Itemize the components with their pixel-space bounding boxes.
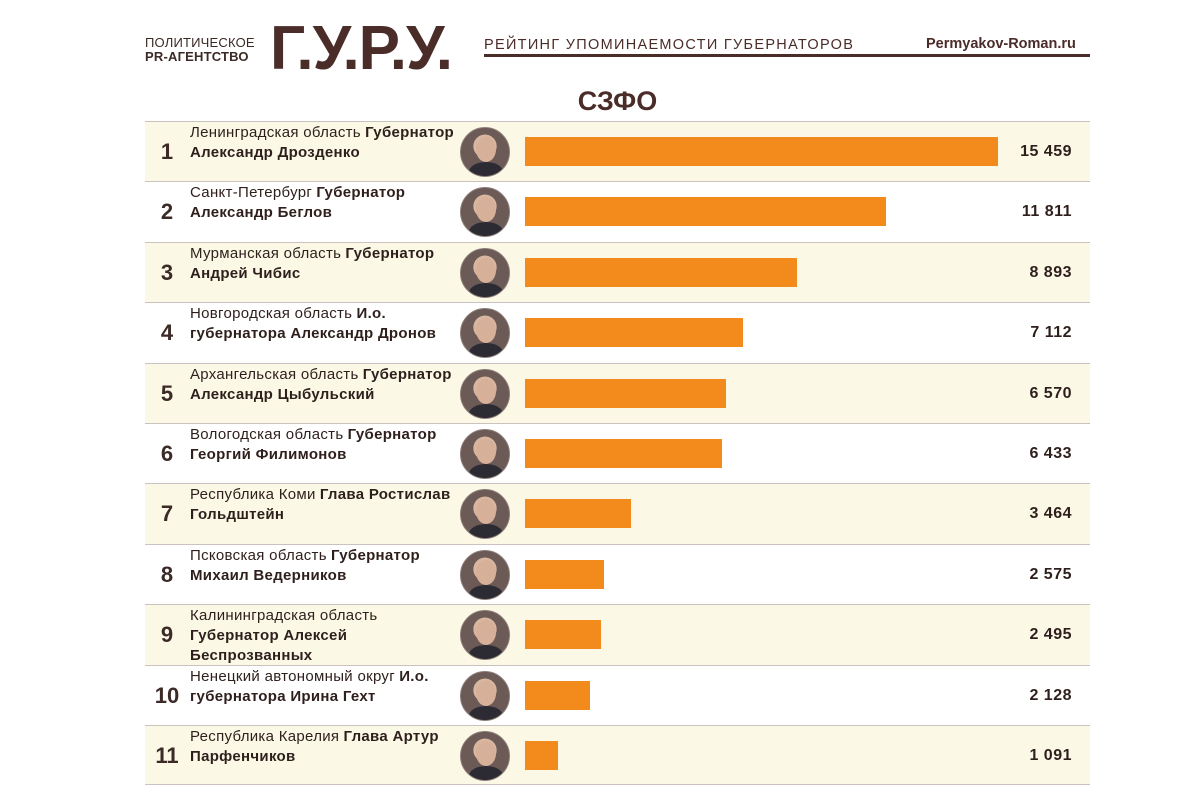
value-label: 7 112 (1030, 324, 1072, 342)
rank-number: 11 (155, 742, 179, 768)
governor-info: Ленинградская область Губернатор Алексан… (190, 123, 460, 163)
value-bar (525, 378, 726, 408)
governor-name: Губернатор Александр Дрозденко (190, 124, 454, 161)
value-bar (525, 680, 590, 710)
rank-number: 2 (160, 199, 174, 225)
ranking-chart: 1 Ленинградская область Губернатор Алекса… (145, 121, 1090, 786)
governor-info: Новгородская область И.о. губернатора Ал… (190, 304, 460, 344)
governor-info: Республика Карелия Глава Артур Парфенчик… (190, 727, 460, 767)
governor-name: Губернатор Георгий Филимонов (190, 425, 437, 463)
agency-line-2: PR-АГЕНТСТВО (145, 49, 249, 64)
value-bar (525, 740, 558, 770)
governor-photo (460, 549, 510, 600)
governor-info: Мурманская область Губернатор Андрей Чиб… (190, 244, 460, 284)
governor-name: Губернатор Алексей Беспрозванных (190, 627, 348, 665)
value-bar (525, 318, 743, 348)
value-bar (525, 438, 722, 468)
governor-photo (460, 127, 510, 177)
table-row: 11 Республика Карелия Глава Артур Парфенч… (145, 724, 1090, 786)
rank-number: 4 (160, 320, 174, 346)
governor-photo (460, 428, 510, 479)
table-row: 9 Калининградская область Губернатор Алек… (145, 604, 1090, 666)
table-row: 1 Ленинградская область Губернатор Алекса… (145, 121, 1090, 182)
governor-name: Губернатор Михаил Ведерников (190, 546, 420, 584)
site-link[interactable]: Permyakov-Roman.ru (926, 36, 1076, 52)
governor-name: Губернатор Андрей Чибис (190, 244, 435, 282)
governor-name: Глава Ростислав Гольдштейн (190, 486, 451, 524)
region-label: Мурманская область (190, 244, 342, 262)
value-label: 6 433 (1029, 444, 1072, 462)
region-label: Ленинградская область (190, 124, 361, 141)
rank-number: 8 (160, 561, 174, 587)
governor-photo (460, 368, 510, 419)
value-label: 2 575 (1029, 565, 1072, 583)
table-row: 4 Новгородская область И.о. губернатора А… (145, 302, 1090, 362)
region-label: Вологодская область (190, 425, 344, 443)
region-label: Ненецкий автономный округ (190, 667, 396, 685)
value-bar (525, 257, 797, 287)
chart-title: СЗФО (577, 86, 658, 116)
agency-line-1: ПОЛИТИЧЕСКОЕ (145, 35, 255, 50)
header-divider (484, 54, 1090, 57)
governor-info: Ненецкий автономный округ И.о. губернато… (190, 667, 460, 707)
governor-photo (460, 308, 510, 359)
agency-label: ПОЛИТИЧЕСКОЕ PR-АГЕНТСТВО (145, 36, 255, 64)
rank-number: 6 (160, 440, 174, 466)
governor-name: Губернатор Александр Цыбульский (190, 365, 452, 403)
region-label: Республика Карелия (190, 727, 340, 745)
table-row: 2 Санкт-Петербург Губернатор Александр Бе… (145, 181, 1090, 241)
governor-name: И.о. губернатора Ирина Гехт (190, 667, 429, 705)
rank-number: 3 (160, 259, 174, 285)
governor-name: И.о. губернатора Александр Дронов (190, 305, 437, 343)
region-label: Республика Коми (190, 486, 316, 504)
rank-number: 5 (160, 380, 174, 406)
region-label: Калининградская область (190, 607, 378, 625)
value-bar (525, 137, 998, 166)
value-label: 2 495 (1029, 626, 1072, 644)
value-label: 11 811 (1021, 203, 1072, 221)
table-row: 8 Псковская область Губернатор Михаил Вед… (145, 543, 1090, 604)
value-bar (525, 499, 631, 529)
value-label: 15 459 (1020, 143, 1072, 160)
region-label: Санкт-Петербург (190, 184, 313, 202)
value-label: 1 091 (1029, 746, 1072, 764)
governor-photo (460, 489, 510, 540)
governor-info: Псковская область Губернатор Михаил Веде… (190, 546, 460, 586)
value-label: 8 893 (1029, 263, 1072, 281)
table-row: 7 Республика Коми Глава Ростислав Гольдшт… (145, 483, 1090, 544)
governor-name: Губернатор Александр Беглов (190, 184, 406, 222)
governor-info: Республика Коми Глава Ростислав Гольдште… (190, 485, 460, 525)
value-label: 2 128 (1029, 686, 1072, 704)
governor-info: Архангельская область Губернатор Алексан… (190, 365, 460, 405)
governor-photo (460, 610, 510, 661)
rank-number: 10 (154, 682, 180, 708)
governor-name: Глава Артур Парфенчиков (190, 727, 439, 765)
rating-subtitle: РЕЙТИНГ УПОМИНАЕМОСТИ ГУБЕРНАТОРОВ (484, 37, 855, 53)
value-bar (525, 620, 601, 650)
table-row: 10 Ненецкий автономный округ И.о. губерна… (145, 664, 1090, 725)
region-label: Архангельская область (190, 365, 359, 383)
governor-photo (460, 247, 510, 298)
table-row: 3 Мурманская область Губернатор Андрей Чи… (145, 241, 1090, 303)
guru-logo: Г.У.Р.У. (270, 14, 453, 83)
table-row: 5 Архангельская область Губернатор Алекса… (145, 362, 1090, 423)
rank-number: 7 (160, 501, 174, 527)
governor-info: Санкт-Петербург Губернатор Александр Бег… (190, 183, 460, 223)
region-label: Новгородская область (190, 305, 353, 323)
governor-info: Калининградская область Губернатор Алекс… (190, 606, 460, 666)
value-bar (525, 197, 886, 227)
header: ПОЛИТИЧЕСКОЕ PR-АГЕНТСТВО Г.У.Р.У. РЕЙТИ… (0, 0, 1200, 84)
table-row: 6 Вологодская область Губернатор Георгий … (145, 422, 1090, 483)
region-label: Псковская область (190, 546, 327, 564)
governor-info: Вологодская область Губернатор Георгий Ф… (190, 425, 460, 465)
value-label: 6 570 (1029, 384, 1072, 402)
rank-number: 9 (160, 622, 174, 648)
governor-photo (460, 670, 510, 721)
governor-photo (460, 187, 510, 238)
governor-photo (460, 730, 510, 781)
rank-number: 1 (160, 139, 174, 164)
value-label: 3 464 (1029, 505, 1072, 523)
value-bar (525, 559, 604, 589)
